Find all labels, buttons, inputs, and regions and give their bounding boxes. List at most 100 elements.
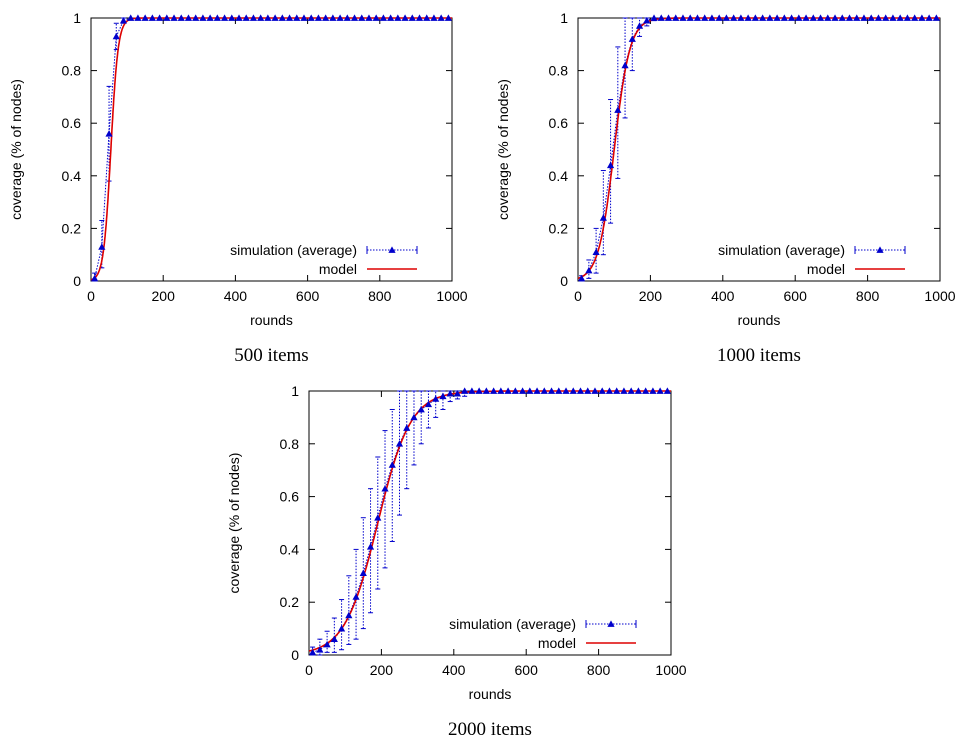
simulation-point [780,14,788,21]
simulation-point [415,14,424,21]
simulation-point [307,14,315,21]
simulation-point [358,14,366,21]
simulation-point [730,14,738,21]
simulation-point [192,14,200,21]
y-tick-label: 0.6 [62,115,82,131]
simulation-point [642,387,650,394]
simulation-point [220,14,229,21]
simulation-point [860,14,868,21]
y-tick-label: 1 [560,10,568,26]
y-tick-label: 0 [560,273,568,289]
simulation-point [461,387,469,394]
simulation-point [155,14,164,21]
simulation-point [925,14,933,21]
y-tick-label: 0.8 [280,436,300,452]
simulation-point [408,14,416,21]
simulation-point [293,14,301,21]
simulation-point [444,14,452,21]
simulation-point [388,461,396,468]
simulation-point [468,387,476,394]
x-tick-label: 1000 [655,662,686,678]
simulation-point [802,14,810,21]
simulation-point [127,14,135,21]
simulation-point [663,387,671,394]
simulation-point [350,14,359,21]
simulation-point [584,387,592,394]
x-tick-label: 0 [305,662,313,678]
simulation-point [490,387,498,394]
chart-1000-items: 0 200 400 600 800 1000 0 0.2 0.4 0.6 0.8 1 rounds cov… [495,10,956,366]
simulation-point [744,14,752,21]
simulation-point [482,387,490,394]
simulation-point [621,61,629,69]
legend-marker-simulation [388,246,396,253]
simulation-point [112,32,120,40]
y-tick-label: 0.2 [549,220,569,236]
simulation-point [715,14,723,21]
simulation-point [257,14,265,21]
simulation-point [170,14,178,21]
y-tick-label: 0.8 [62,63,82,79]
simulation-point [693,14,702,21]
simulation-point [787,14,796,21]
simulation-point [329,14,337,21]
y-tick-label: 0.2 [280,594,300,610]
chart-caption: 500 items [234,345,308,366]
simulation-point [889,14,897,21]
simulation-point [657,14,665,21]
simulation-point [379,14,388,21]
y-axis-label: coverage (% of nodes) [8,79,24,220]
simulation-point [932,14,940,21]
simulation-point [336,14,344,21]
simulation-point [235,14,243,21]
simulation-point [134,14,142,21]
simulation-point [614,106,622,113]
x-axis-label: rounds [250,312,293,328]
simulation-point [896,14,904,21]
simulation-point [701,14,709,21]
legend-marker-simulation [607,620,615,627]
simulation-point [249,14,258,21]
simulation-point [555,387,563,394]
model-line [90,17,452,281]
simulation-point [213,14,221,21]
simulation-point [352,593,360,600]
simulation-point [148,14,156,21]
simulation-point [845,14,854,21]
simulation-point [751,14,759,21]
simulation-point [372,14,380,21]
simulation-point [569,387,577,394]
simulation-point [374,514,382,521]
simulation-point [598,387,606,394]
simulation-point [271,14,279,21]
legend-label-simulation: simulation (average) [718,242,845,258]
simulation-point [206,14,214,21]
simulation-point [795,14,803,21]
simulation-point [656,387,664,394]
simulation-point [578,274,586,282]
legend-label-model: model [807,261,845,277]
simulation-point [366,543,375,550]
simulation-point [759,14,767,21]
simulation-point [540,387,548,394]
legend-label-model: model [319,261,357,277]
simulation-point [831,14,839,21]
simulation-point [504,387,512,394]
y-tick-label: 0.2 [62,220,82,236]
chart-500-items: 0 200 400 600 800 1000 0 0.2 0.4 0.6 0.8 1 rounds cov… [8,10,468,366]
simulation-point [343,14,351,21]
simulation-point [613,387,621,394]
simulation-point [634,387,643,394]
y-tick-label: 0.8 [549,63,569,79]
y-tick-label: 0.4 [549,168,569,184]
simulation-point [403,424,411,431]
simulation-point [679,14,687,21]
simulation-point [177,14,185,21]
x-tick-label: 600 [784,288,808,304]
simulation-point [91,274,99,282]
simulation-point [323,640,331,648]
x-axis-label: rounds [469,686,512,702]
simulation-point [511,387,519,394]
x-tick-label: 200 [152,288,176,304]
